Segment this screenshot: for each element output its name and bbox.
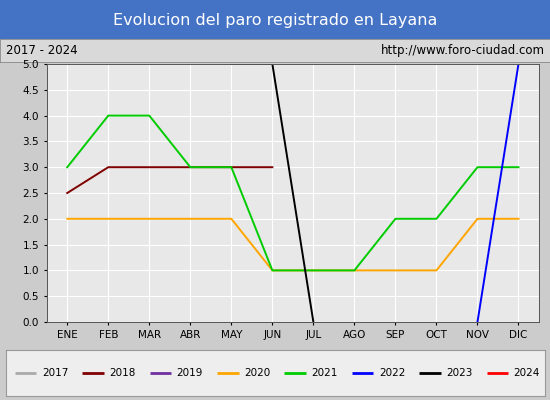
Text: 2017: 2017 xyxy=(42,368,68,378)
Text: 2018: 2018 xyxy=(109,368,136,378)
Text: 2023: 2023 xyxy=(446,368,472,378)
Text: 2020: 2020 xyxy=(244,368,270,378)
Text: http://www.foro-ciudad.com: http://www.foro-ciudad.com xyxy=(381,44,544,57)
Text: 2021: 2021 xyxy=(311,368,338,378)
Text: 2024: 2024 xyxy=(514,368,540,378)
Text: 2019: 2019 xyxy=(177,368,203,378)
Text: 2022: 2022 xyxy=(379,368,405,378)
Text: 2017 - 2024: 2017 - 2024 xyxy=(6,44,77,57)
Text: Evolucion del paro registrado en Layana: Evolucion del paro registrado en Layana xyxy=(113,12,437,28)
